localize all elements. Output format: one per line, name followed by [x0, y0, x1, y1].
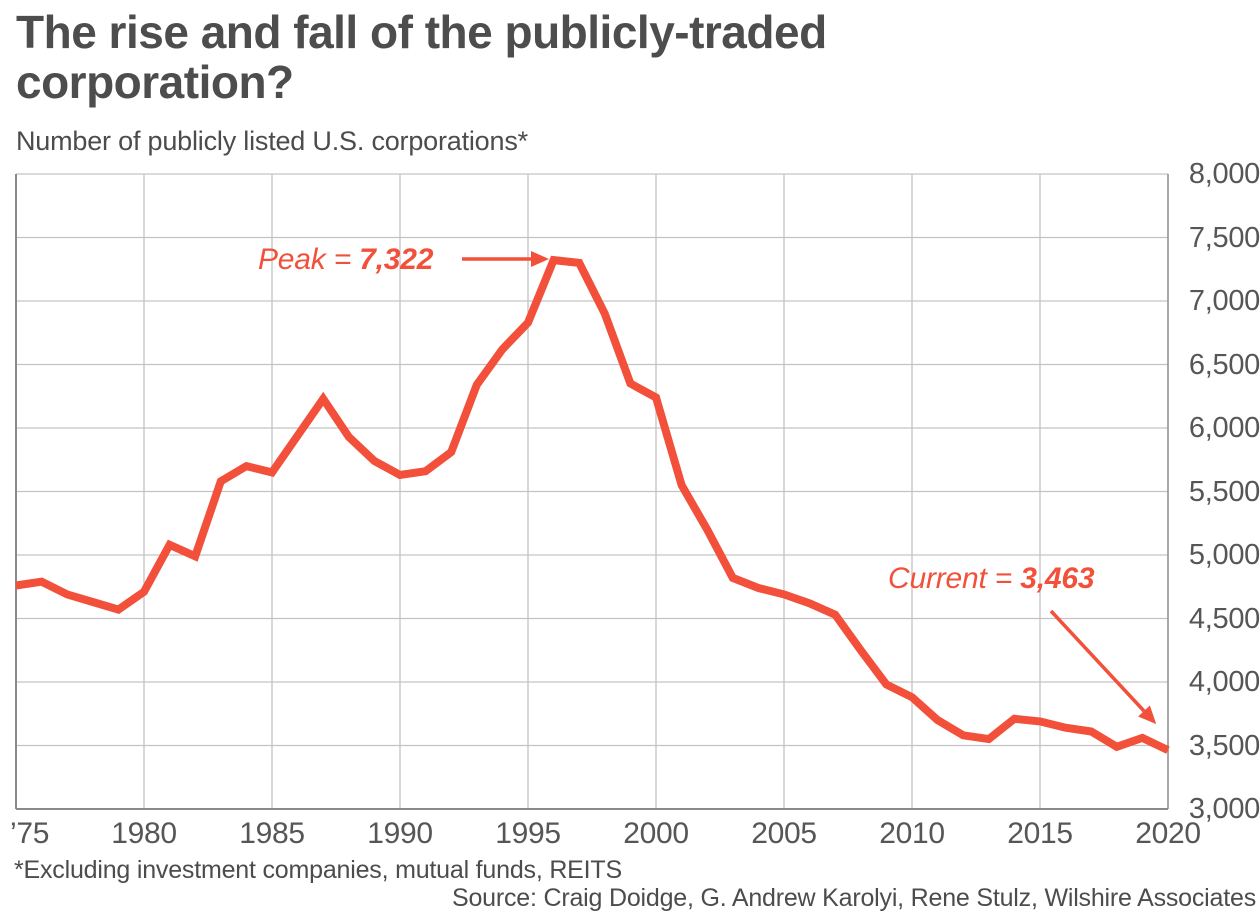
footnote: *Excluding investment companies, mutual … — [14, 856, 622, 884]
y-tick-label: 6,500 — [1188, 348, 1260, 381]
x-tick-label: 2015 — [1007, 817, 1073, 850]
source-credit: Source: Craig Doidge, G. Andrew Karolyi,… — [451, 884, 1256, 912]
listed-corporations-line — [15, 255, 1170, 754]
peak-annotation-label: Peak = — [258, 243, 360, 276]
y-tick-label: 3,500 — [1188, 729, 1260, 762]
peak-arrow-head — [531, 251, 549, 267]
y-tick-label: 7,500 — [1188, 221, 1260, 254]
x-tick-label: ’75 — [10, 817, 50, 850]
y-tick-label: 3,000 — [1188, 793, 1260, 825]
y-tick-label: 5,500 — [1188, 475, 1260, 508]
current-arrow-head — [1138, 705, 1157, 725]
current-arrow-line — [1049, 609, 1146, 713]
current-annotation-label: Current = — [888, 562, 1021, 595]
x-tick-label: 1995 — [495, 817, 561, 850]
y-tick-label: 4,000 — [1188, 666, 1260, 698]
y-tick-label: 6,000 — [1188, 412, 1260, 444]
x-tick-label: 1980 — [111, 817, 177, 850]
x-tick-label: 2000 — [623, 817, 689, 850]
current-annotation-value: 3,463 — [1020, 562, 1095, 595]
y-tick-label: 5,000 — [1188, 539, 1260, 571]
peak-annotation-value: 7,322 — [359, 243, 434, 276]
y-tick-label: 7,000 — [1188, 285, 1260, 317]
page-title: The rise and fall of the publicly-traded… — [16, 6, 827, 108]
x-tick-label: 1985 — [239, 817, 305, 850]
x-tick-label: 1990 — [367, 817, 433, 850]
x-tick-label: 2020 — [1135, 817, 1201, 850]
y-tick-label: 8,000 — [1188, 158, 1260, 190]
x-tick-label: 2010 — [879, 817, 945, 850]
x-tick-label: 2005 — [751, 817, 817, 850]
peak-annotation: Peak = 7,322 — [258, 243, 433, 277]
y-tick-label: 4,500 — [1188, 602, 1260, 635]
chart-subtitle: Number of publicly listed U.S. corporati… — [16, 126, 528, 156]
current-annotation: Current = 3,463 — [888, 562, 1095, 596]
